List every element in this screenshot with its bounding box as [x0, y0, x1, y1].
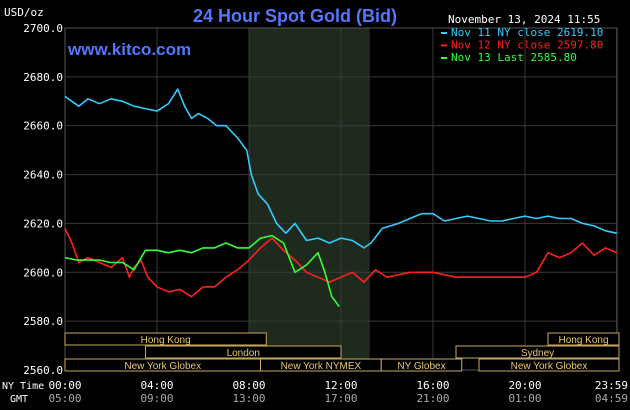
x-tick-label-gmt: 17:00 — [324, 392, 357, 405]
session-box — [145, 345, 342, 359]
session-label: New York Globex — [124, 361, 201, 372]
x-tick-label-gmt: 09:00 — [140, 392, 173, 405]
chart-title: 24 Hour Spot Gold (Bid) — [193, 6, 397, 26]
x-tick-label-ny: 16:00 — [416, 379, 449, 392]
legend-entry: Nov 11 NY close 2619.10 — [451, 26, 603, 39]
session-label: New York Globex — [511, 361, 588, 372]
x-tick-label-gmt: 04:59 — [595, 392, 628, 405]
y-tick-label: 2620.0 — [23, 217, 63, 230]
y-tick-label: 2600.0 — [23, 266, 63, 279]
session-box — [547, 332, 620, 346]
x-tick-label-ny: 04:00 — [140, 379, 173, 392]
series-line-1 — [64, 88, 617, 249]
y-tick-label: 2680.0 — [23, 71, 63, 84]
session-box — [478, 358, 620, 372]
x-tick-label-ny: 20:00 — [508, 379, 541, 392]
x-tick-label-gmt: 13:00 — [232, 392, 265, 405]
y-tick-label: 2560.0 — [23, 364, 63, 377]
session-label: London — [227, 348, 260, 359]
legend-entry: Nov 13 Last 2585.80 — [451, 51, 577, 64]
y-axis-unit-label: USD/oz — [4, 6, 44, 19]
nymex-hours-band — [249, 28, 370, 370]
x-tick-label-gmt: 01:00 — [508, 392, 541, 405]
legend-entry: Nov 12 NY close 2597.80 — [451, 39, 603, 52]
x-tick-label-ny: 23:59 — [595, 379, 628, 392]
session-box — [64, 332, 267, 346]
x-tick-label-gmt: 05:00 — [48, 392, 81, 405]
y-tick-label: 2580.0 — [23, 315, 63, 328]
x-tick-label-ny: 00:00 — [48, 379, 81, 392]
session-label: Sydney — [521, 348, 554, 359]
x-tick-label-ny: 12:00 — [324, 379, 357, 392]
ny-time-label: NY Time — [2, 381, 44, 392]
series-line-2 — [64, 227, 618, 298]
market-sessions: Hong Kong Hong Kong London Sydney New York G… — [64, 332, 620, 372]
session-label: Hong Kong — [141, 335, 191, 346]
session-label: Hong Kong — [558, 335, 608, 346]
x-tick-label-gmt: 21:00 — [416, 392, 449, 405]
session-box — [455, 345, 620, 359]
session-label: New York NYMEX — [281, 361, 362, 372]
x-tick-label-ny: 08:00 — [232, 379, 265, 392]
kitco-watermark: www.kitco.com — [67, 40, 191, 59]
y-tick-label: 2700.0 — [23, 22, 63, 35]
session-label: NY Globex — [397, 361, 445, 372]
series-lines — [64, 88, 618, 307]
y-tick-labels: 2560.0 2580.0 2600.0 2620.0 2640.0 2660.0 2680… — [23, 22, 63, 377]
y-tick-label: 2640.0 — [23, 169, 63, 182]
series-line-3 — [64, 234, 340, 307]
session-box — [380, 358, 463, 372]
gmt-label: GMT — [10, 394, 28, 405]
y-tick-label: 2660.0 — [23, 120, 63, 133]
chart-datetime: November 13, 2024 11:55 — [448, 13, 600, 26]
grid-lines — [64, 27, 618, 371]
